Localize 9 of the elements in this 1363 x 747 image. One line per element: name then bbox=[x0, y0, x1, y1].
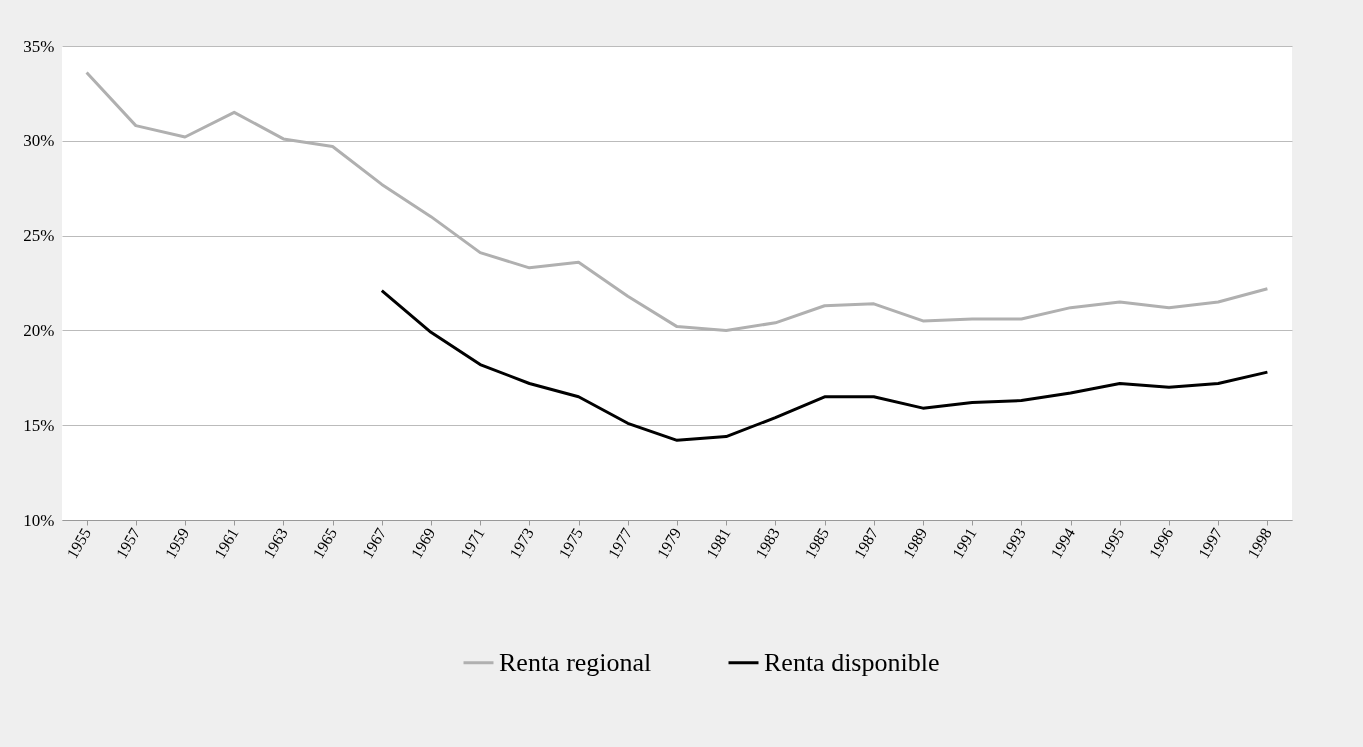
y-tick-label: 10% bbox=[23, 510, 55, 530]
legend-label: Renta regional bbox=[499, 647, 652, 677]
line-series bbox=[380, 289, 1269, 442]
y-tick-label: 15% bbox=[23, 415, 55, 435]
y-tick-label: 25% bbox=[23, 226, 55, 246]
legend-label: Renta disponible bbox=[764, 647, 940, 677]
y-tick-label: 30% bbox=[23, 131, 55, 151]
y-tick-label: 20% bbox=[23, 320, 55, 340]
y-tick-label: 35% bbox=[23, 36, 55, 56]
